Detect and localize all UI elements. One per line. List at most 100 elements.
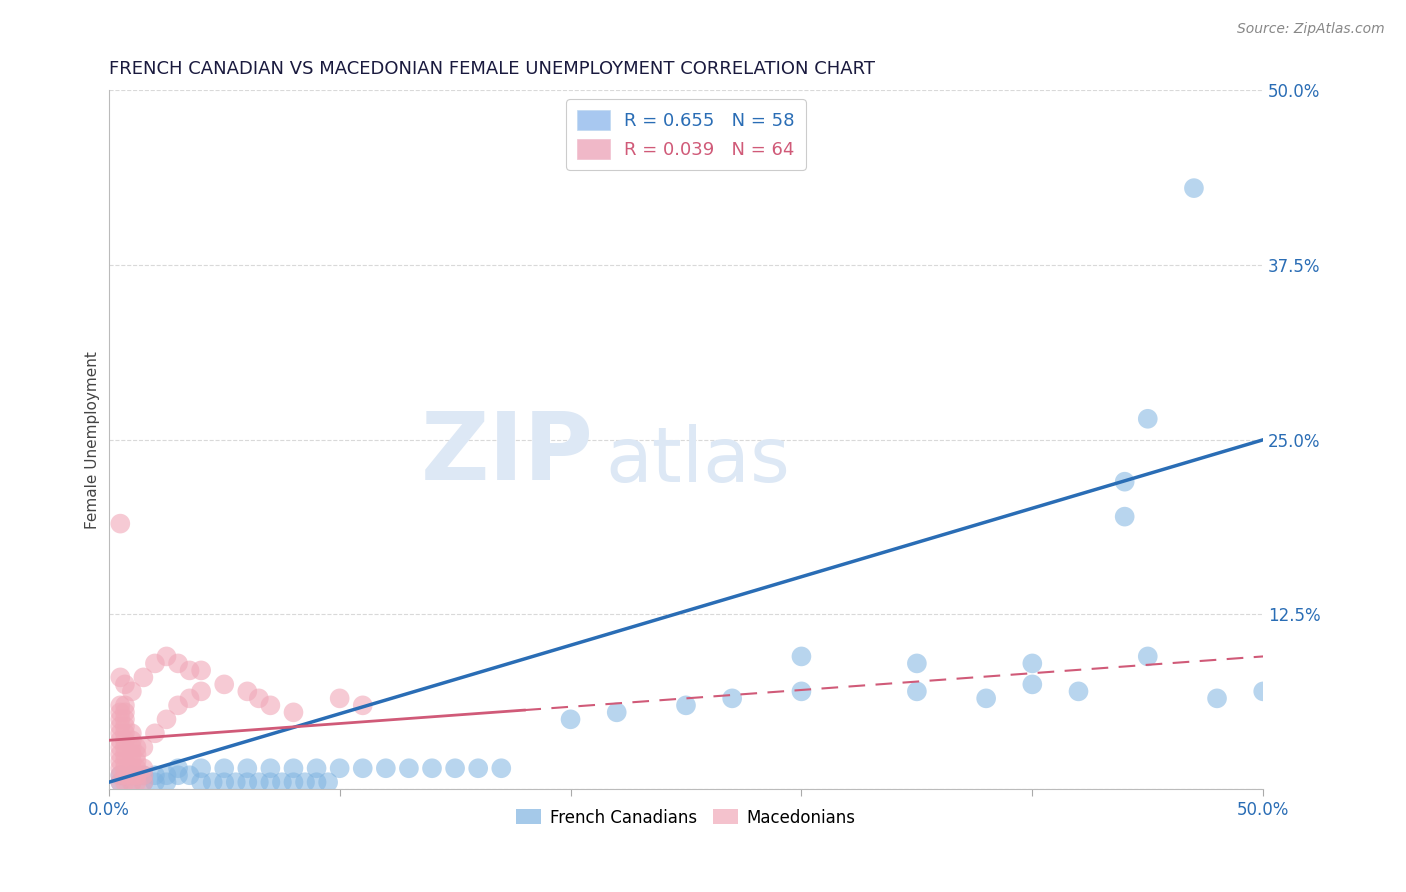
- Point: [110, 754, 132, 768]
- Point: [125, 740, 148, 755]
- Point: [444, 761, 467, 775]
- Point: [110, 719, 132, 733]
- Point: [905, 657, 928, 671]
- Point: [110, 726, 132, 740]
- Point: [329, 691, 352, 706]
- Point: [125, 775, 148, 789]
- Point: [212, 761, 235, 775]
- Point: [121, 754, 143, 768]
- Point: [236, 775, 259, 789]
- Point: [110, 706, 132, 720]
- Point: [132, 768, 155, 782]
- Point: [110, 712, 132, 726]
- Point: [110, 740, 132, 755]
- Point: [1021, 657, 1043, 671]
- Point: [114, 677, 136, 691]
- Y-axis label: Female Unemployment: Female Unemployment: [86, 351, 100, 529]
- Point: [114, 706, 136, 720]
- Point: [721, 691, 744, 706]
- Point: [606, 706, 628, 720]
- Point: [121, 775, 143, 789]
- Text: Source: ZipAtlas.com: Source: ZipAtlas.com: [1237, 22, 1385, 37]
- Point: [201, 775, 224, 789]
- Point: [167, 761, 190, 775]
- Point: [398, 761, 420, 775]
- Point: [1206, 691, 1229, 706]
- Point: [1251, 684, 1274, 698]
- Point: [114, 754, 136, 768]
- Point: [114, 698, 136, 713]
- Point: [247, 691, 270, 706]
- Point: [190, 775, 212, 789]
- Point: [132, 768, 155, 782]
- Point: [305, 775, 328, 789]
- Point: [110, 761, 132, 775]
- Point: [1182, 181, 1205, 195]
- Point: [114, 761, 136, 775]
- Point: [132, 775, 155, 789]
- Point: [155, 775, 177, 789]
- Point: [114, 768, 136, 782]
- Point: [190, 664, 212, 678]
- Point: [283, 761, 305, 775]
- Point: [352, 698, 374, 713]
- Point: [110, 698, 132, 713]
- Point: [236, 684, 259, 698]
- Point: [179, 664, 201, 678]
- Point: [305, 761, 328, 775]
- Point: [121, 768, 143, 782]
- Point: [212, 775, 235, 789]
- Point: [121, 747, 143, 762]
- Point: [143, 768, 166, 782]
- Point: [114, 726, 136, 740]
- Point: [212, 677, 235, 691]
- Point: [1136, 649, 1159, 664]
- Point: [225, 775, 247, 789]
- Point: [114, 747, 136, 762]
- Point: [294, 775, 316, 789]
- Point: [283, 706, 305, 720]
- Point: [121, 768, 143, 782]
- Point: [143, 775, 166, 789]
- Point: [121, 775, 143, 789]
- Point: [114, 775, 136, 789]
- Point: [155, 712, 177, 726]
- Point: [374, 761, 396, 775]
- Point: [974, 691, 997, 706]
- Point: [110, 747, 132, 762]
- Point: [467, 761, 489, 775]
- Point: [143, 657, 166, 671]
- Point: [259, 698, 281, 713]
- Point: [114, 719, 136, 733]
- Point: [114, 733, 136, 747]
- Point: [110, 768, 132, 782]
- Point: [259, 761, 281, 775]
- Text: atlas: atlas: [605, 424, 790, 498]
- Point: [271, 775, 294, 789]
- Point: [125, 747, 148, 762]
- Point: [121, 684, 143, 698]
- Point: [1136, 411, 1159, 425]
- Point: [114, 712, 136, 726]
- Point: [121, 733, 143, 747]
- Point: [143, 726, 166, 740]
- Point: [352, 761, 374, 775]
- Point: [905, 684, 928, 698]
- Point: [114, 740, 136, 755]
- Text: FRENCH CANADIAN VS MACEDONIAN FEMALE UNEMPLOYMENT CORRELATION CHART: FRENCH CANADIAN VS MACEDONIAN FEMALE UNE…: [108, 60, 875, 78]
- Point: [560, 712, 582, 726]
- Point: [132, 775, 155, 789]
- Legend: French Canadians, Macedonians: French Canadians, Macedonians: [509, 802, 862, 833]
- Point: [179, 768, 201, 782]
- Point: [125, 768, 148, 782]
- Point: [121, 740, 143, 755]
- Point: [259, 775, 281, 789]
- Point: [675, 698, 697, 713]
- Point: [167, 657, 190, 671]
- Point: [110, 670, 132, 684]
- Point: [190, 684, 212, 698]
- Point: [155, 649, 177, 664]
- Point: [155, 768, 177, 782]
- Point: [316, 775, 339, 789]
- Point: [179, 691, 201, 706]
